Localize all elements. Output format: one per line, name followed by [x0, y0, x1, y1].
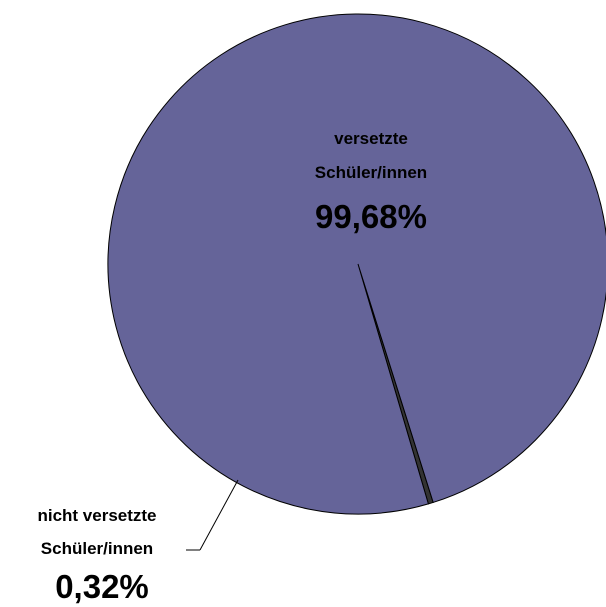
slice-label-nicht-versetzte-line2: Schüler/innen [41, 539, 153, 558]
pie-slice-versetzte [107, 13, 606, 515]
pie-slices [107, 13, 606, 515]
slice-label-nicht-versetzte-line1: nicht versetzte [37, 506, 156, 525]
leader-line-nicht-versetzte [199, 479, 239, 551]
slice-value-nicht-versetzte: 0,32% [55, 568, 149, 605]
slice-value-versetzte: 99,68% [315, 198, 427, 235]
slice-label-versetzte-line1: versetzte [334, 129, 408, 148]
slice-label-versetzte-line2: Schüler/innen [315, 163, 427, 182]
